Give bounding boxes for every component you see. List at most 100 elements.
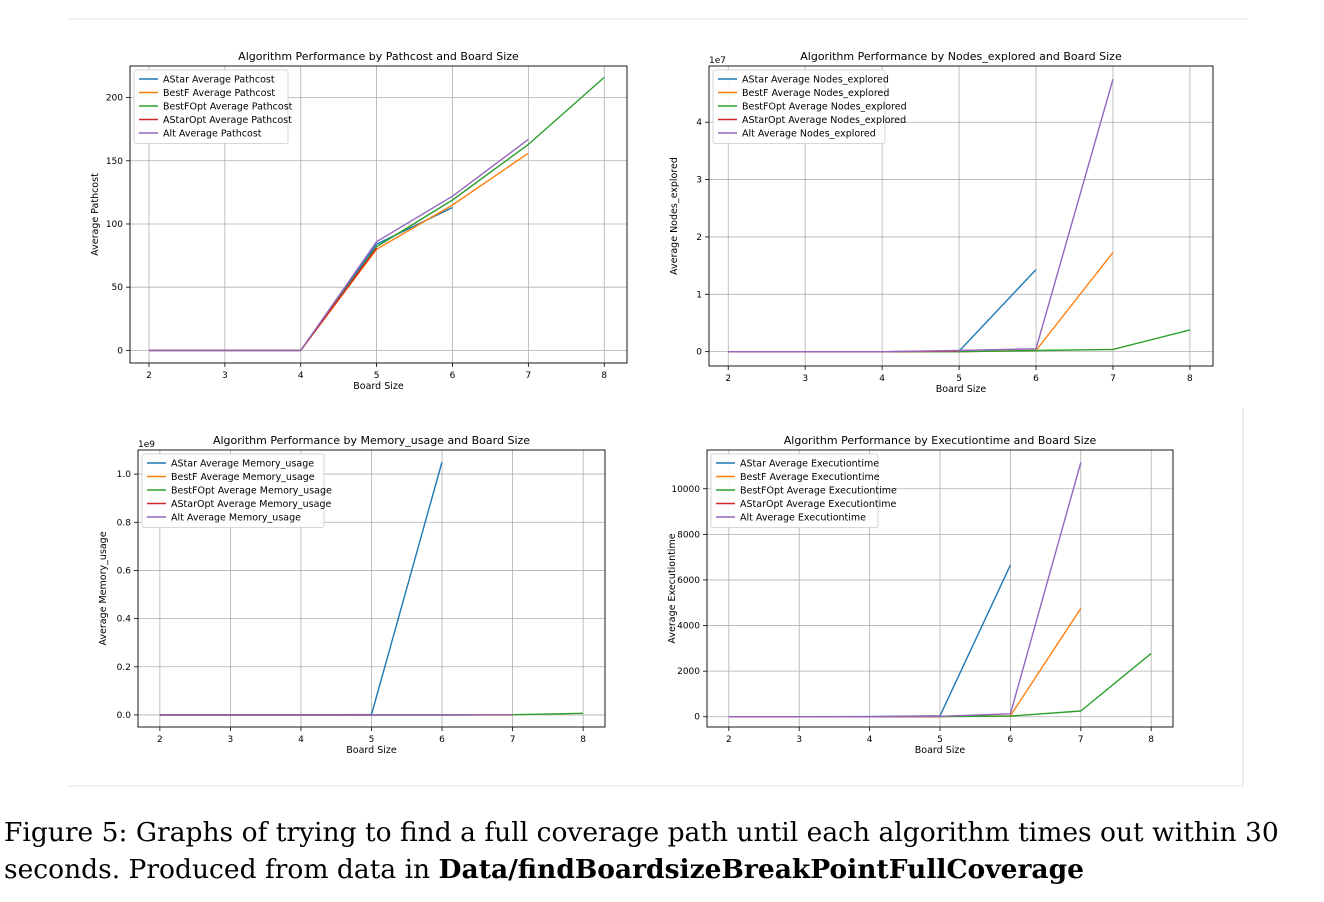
x-tick-label: 8 [580, 735, 586, 745]
legend-box [712, 69, 886, 144]
x-tick-label: 5 [937, 735, 943, 745]
y-tick-label: 100 [106, 220, 123, 230]
chart-title: Algorithm Performance by Memory_usage an… [213, 434, 530, 447]
y-axis-label: Average Memory_usage [98, 531, 109, 645]
legend-entry: Alt Average Memory_usage [171, 513, 301, 524]
y-tick-label: 0.0 [117, 711, 132, 721]
x-tick-label: 7 [525, 371, 531, 381]
plot-frame [708, 65, 1214, 367]
series-line-astaropt [149, 247, 378, 352]
legend-entry: BestF Average Nodes_explored [742, 88, 889, 99]
series-line-alt [728, 79, 1114, 353]
y-axis-label: Average Pathcost [90, 173, 101, 256]
y-tick-label: 2000 [677, 667, 700, 677]
legend-entry: AStar Average Memory_usage [171, 459, 314, 470]
legend-entry: Alt Average Executiontime [740, 513, 866, 524]
legend-entry: BestFOpt Average Nodes_explored [742, 102, 907, 113]
series-line-alt [728, 462, 1082, 718]
legend-entry: AStarOpt Average Executiontime [740, 499, 897, 510]
legend-entry: BestF Average Pathcost [163, 88, 275, 99]
legend-box [710, 453, 879, 528]
x-axis-label: Board Size [346, 745, 397, 756]
x-tick-label: 7 [510, 735, 516, 745]
figure-caption: Figure 5: Graphs of trying to find a ful… [4, 814, 1320, 888]
y-tick-label: 6000 [677, 576, 700, 586]
x-axis-label: Board Size [353, 381, 404, 392]
chart-title: Algorithm Performance by Nodes_explored … [800, 50, 1122, 63]
x-tick-label: 2 [146, 371, 152, 381]
legend-box [141, 453, 325, 528]
x-tick-label: 6 [1008, 735, 1014, 745]
legend-entry: AStarOpt Average Nodes_explored [742, 115, 906, 126]
x-tick-label: 6 [450, 371, 456, 381]
x-tick-label: 7 [1078, 735, 1084, 745]
y-offset-label: 1e9 [138, 440, 155, 450]
y-tick-label: 8000 [677, 530, 700, 540]
chart-1: 2 3 4 5 6 7 8 0 50 100 150 200 Algorithm Performance… [90, 50, 628, 392]
y-tick-label: 3 [696, 176, 702, 186]
y-tick-label: 50 [112, 283, 124, 293]
x-tick-label: 4 [298, 371, 304, 381]
x-tick-label: 7 [1110, 374, 1116, 384]
x-tick-label: 2 [157, 735, 163, 745]
x-tick-label: 3 [802, 374, 808, 384]
y-tick-label: 0.4 [117, 615, 132, 625]
legend-entry: BestFOpt Average Pathcost [163, 102, 293, 113]
x-tick-label: 8 [1148, 735, 1154, 745]
legend-entry: Alt Average Nodes_explored [742, 129, 876, 140]
y-axis-label: Average Executiontime [667, 533, 678, 643]
legend-entry: Alt Average Pathcost [163, 129, 262, 140]
legend-entry: BestF Average Memory_usage [171, 472, 315, 483]
legend-box [133, 69, 289, 144]
x-tick-label: 5 [374, 371, 380, 381]
y-tick-label: 4000 [677, 622, 700, 632]
legend-entry: AStar Average Executiontime [740, 459, 879, 470]
y-tick-label: 0.8 [117, 518, 132, 528]
plot-frame [129, 65, 628, 364]
y-tick-label: 2 [696, 233, 702, 243]
caption-data-path: Data/findBoardsizeBreakPointFullCoverage [438, 854, 1084, 885]
legend-entry: BestFOpt Average Memory_usage [171, 486, 332, 497]
chart-2: 2 3 4 5 6 7 8 0 1 2 3 4 1e7 Algorithm Performance by … [669, 50, 1214, 395]
caption-text: Figure 5: Graphs of trying to find a ful… [4, 817, 1279, 885]
y-tick-label: 0 [117, 346, 123, 356]
y-tick-label: 0.6 [117, 566, 132, 576]
legend-entry: AStarOpt Average Memory_usage [171, 499, 331, 510]
legend-entry: AStar Average Pathcost [163, 75, 275, 86]
x-axis-label: Board Size [936, 384, 987, 395]
y-tick-label: 10000 [671, 485, 700, 495]
x-tick-label: 3 [796, 735, 802, 745]
chart-3: 2 3 4 5 6 7 8 0.0 0.2 0.4 0.6 0.8 1.0 1e9 Algorithm Pe… [98, 434, 606, 756]
x-tick-label: 3 [228, 735, 234, 745]
chart-4: 2 3 4 5 6 7 8 0 2000 4000 6000 8000 10000 Algorithm P… [667, 434, 1174, 756]
x-tick-label: 6 [1033, 374, 1039, 384]
x-tick-label: 6 [439, 735, 445, 745]
y-tick-label: 150 [106, 157, 123, 167]
legend-entry: BestFOpt Average Executiontime [740, 486, 897, 497]
chart-title: Algorithm Performance by Pathcost and Bo… [238, 50, 519, 63]
x-tick-label: 5 [956, 374, 962, 384]
legend-entry: AStarOpt Average Pathcost [163, 115, 292, 126]
x-tick-label: 2 [726, 735, 732, 745]
series-line-alt [149, 138, 529, 352]
x-tick-label: 4 [879, 374, 885, 384]
y-tick-label: 1 [696, 290, 702, 300]
legend-entry: AStar Average Nodes_explored [742, 75, 889, 86]
y-offset-label: 1e7 [709, 56, 726, 66]
x-axis-label: Board Size [915, 745, 966, 756]
y-tick-label: 0.2 [117, 663, 131, 673]
x-tick-label: 4 [867, 735, 873, 745]
x-tick-label: 5 [369, 735, 375, 745]
y-axis-label: Average Nodes_explored [669, 157, 680, 275]
series-line-bestf [728, 251, 1114, 353]
y-tick-label: 1.0 [117, 470, 132, 480]
x-tick-label: 8 [601, 371, 607, 381]
x-tick-label: 4 [298, 735, 304, 745]
y-tick-label: 0 [694, 713, 700, 723]
chart-title: Algorithm Performance by Executiontime a… [784, 434, 1097, 447]
x-tick-label: 2 [725, 374, 731, 384]
x-tick-label: 3 [222, 371, 228, 381]
series-line-bestf [728, 608, 1082, 718]
